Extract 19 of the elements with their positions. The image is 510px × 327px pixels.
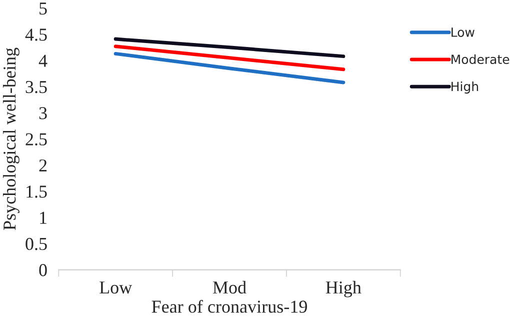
y-tick-label: 0.5 [26, 238, 47, 250]
y-tick-label: 4 [38, 54, 48, 67]
x-tick-label: Low [100, 282, 132, 294]
y-tick-label: 3.5 [26, 80, 47, 94]
legend-label: High [452, 81, 478, 94]
x-axis-title: Fear of cronavirus-19 [152, 300, 307, 313]
y-tick-label: 3 [39, 107, 47, 120]
y-tick-label: 1.5 [26, 186, 47, 198]
y-tick-label: 0 [39, 264, 47, 276]
y-tick-label: 1 [40, 212, 46, 224]
legend-label: Low [452, 28, 474, 37]
x-tick-label: Mod [212, 280, 246, 294]
y-tick-label: 4.5 [25, 28, 47, 41]
y-tick-label: 2.5 [26, 133, 47, 146]
x-tick-label: High [326, 280, 362, 298]
y-axis-title: Psychological well-being [2, 48, 20, 230]
y-tick-label: 5 [40, 2, 47, 15]
legend-label: Moderate [452, 54, 510, 64]
y-tick-label: 2 [39, 159, 47, 172]
